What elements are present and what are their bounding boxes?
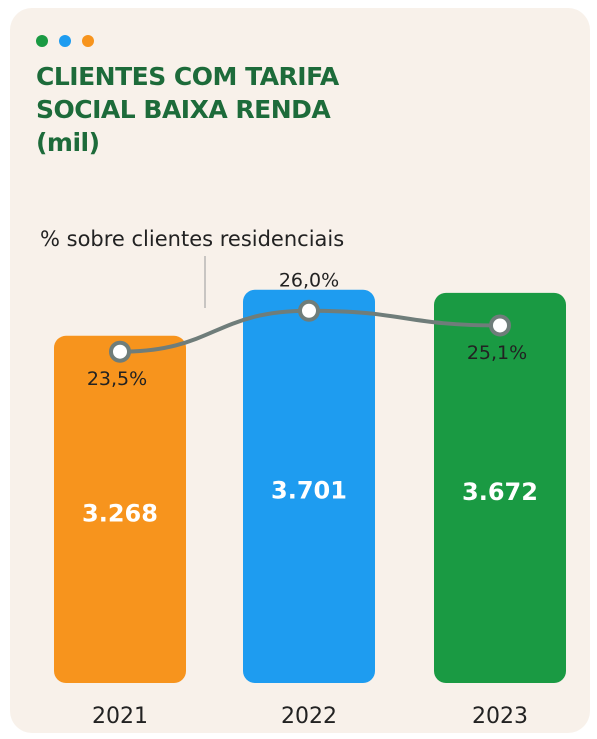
bar-value-label: 3.701 — [271, 476, 347, 504]
bar-value-label: 3.268 — [82, 499, 158, 527]
x-tick-label: 2023 — [472, 704, 528, 729]
bar — [243, 289, 375, 683]
x-tick-label: 2022 — [281, 704, 337, 729]
decor-dot — [59, 35, 71, 47]
line-point — [298, 299, 320, 322]
bar — [434, 292, 566, 683]
annotation: % sobre clientes residenciais — [40, 227, 344, 251]
line-value-label: 23,5% — [87, 368, 147, 390]
line-value-label: 25,1% — [467, 342, 527, 364]
bar — [54, 335, 186, 683]
decor-dot — [36, 35, 48, 47]
chart-title: CLIENTES COM TARIFA SOCIAL BAIXA RENDA (… — [36, 62, 339, 157]
x-tick-label: 2021 — [92, 704, 148, 729]
decor-dot — [82, 35, 94, 47]
line-point — [489, 314, 511, 337]
bar-value-label: 3.672 — [462, 478, 538, 506]
line-point — [109, 340, 131, 363]
line-value-label: 26,0% — [279, 269, 339, 291]
